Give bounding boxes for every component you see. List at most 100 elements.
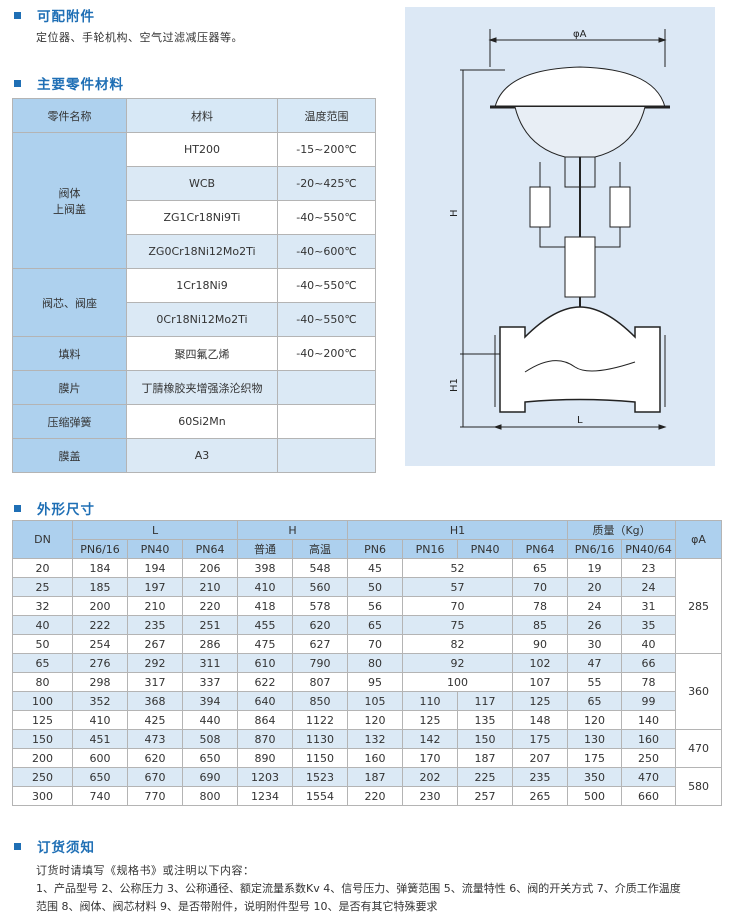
L-cell: 267: [127, 634, 183, 654]
part-name-cell: 阀体 上阀盖: [12, 132, 127, 269]
L-cell: 473: [127, 729, 183, 749]
L-cell: 600: [72, 748, 128, 768]
section-ordering: 订货须知: [14, 836, 95, 856]
section-accessories: 可配附件: [14, 5, 95, 25]
H1-cell: 170: [402, 748, 459, 768]
table-row: 填料 聚四氟乙烯 -40~200℃: [12, 336, 376, 371]
mass-cell: 30: [567, 634, 623, 654]
table-row: 65 276 292 311 610 790 80 92 102 47 66 360: [12, 653, 723, 730]
L-cell: 200: [72, 596, 128, 616]
phiA-cell: 285: [675, 558, 723, 654]
L-cell: 311: [181, 653, 239, 673]
ordering-line-3: 范围 8、阀体、阀芯材料 9、是否带附件，说明附件型号 10、是否有其它特殊要求: [36, 900, 438, 913]
table-row: 膜盖 A3: [12, 438, 376, 473]
mass-cell: 160: [621, 729, 677, 749]
dn-cell: 40: [12, 615, 73, 635]
H1-cell: 45: [347, 558, 404, 578]
phiA-cell: 580: [675, 767, 723, 806]
H1-cell: 110: [402, 691, 459, 711]
H-cell: 1523: [292, 767, 349, 787]
subheader-cell: PN64: [181, 539, 239, 559]
dn-cell: 32: [12, 596, 73, 616]
dn-cell: 150: [12, 729, 73, 749]
H-cell: 560: [292, 577, 349, 597]
L-cell: 210: [127, 596, 183, 616]
L-cell: 425: [127, 710, 183, 730]
mass-cell: 140: [621, 710, 677, 730]
L-cell: 368: [127, 691, 183, 711]
H-cell: 1234: [237, 786, 294, 806]
temperature-cell: -40~200℃: [277, 336, 376, 371]
header-mass: 质量（Kg）: [567, 520, 677, 540]
table-row: 100 352 368 394 640 850 105 110 117 125 65 99: [12, 691, 722, 711]
H-cell: 455: [237, 615, 294, 635]
part-name-cell: 阀芯、阀座: [12, 268, 127, 337]
mass-cell: 500: [567, 786, 623, 806]
header-phiA: φA: [675, 520, 723, 559]
H1-cell: 265: [512, 786, 569, 806]
bullet-icon: [14, 79, 21, 87]
section-dimensions: 外形尺寸: [14, 498, 95, 518]
H1-cell: 202: [402, 767, 459, 787]
H1-cell: 125: [512, 691, 569, 711]
dn-cell: 250: [12, 767, 73, 787]
H-cell: 1130: [292, 729, 349, 749]
mass-cell: 31: [621, 596, 677, 616]
L-cell: 650: [181, 748, 239, 768]
table-row: 膜片 丁腈橡胶夹增强涤沦织物: [12, 370, 376, 405]
H1-cell: 105: [347, 691, 404, 711]
material-cell: ZG1Cr18Ni9Ti: [126, 200, 278, 235]
header-H1: H1: [347, 520, 569, 540]
temperature-cell: [277, 404, 376, 439]
header-L: L: [71, 520, 239, 540]
temperature-cell: [277, 370, 376, 405]
header-cell: 零件名称: [12, 98, 127, 133]
L-cell: 508: [181, 729, 239, 749]
subheader-cell: 高温: [292, 539, 349, 559]
L-cell: 292: [127, 653, 183, 673]
phiA-cell: 470: [675, 729, 723, 768]
material-cell: ZG0Cr18Ni12Mo2Ti: [126, 234, 278, 269]
svg-text:H1: H1: [449, 378, 460, 392]
table-row: ZG0Cr18Ni12Mo2Ti -40~600℃: [13, 234, 376, 269]
mass-cell: 40: [621, 634, 677, 654]
svg-text:H: H: [449, 209, 460, 217]
material-cell: 0Cr18Ni12Mo2Ti: [126, 302, 278, 337]
L-cell: 276: [72, 653, 128, 673]
L-cell: 251: [181, 615, 239, 635]
H1-cell: 150: [457, 729, 514, 749]
dn-cell: 65: [12, 653, 73, 673]
table-row: WCB -20~425℃: [13, 166, 376, 201]
dn-cell: 50: [12, 634, 73, 654]
phiA-cell: 360: [675, 653, 723, 730]
svg-text:L: L: [577, 415, 583, 426]
valve-diagram: φA H H1 L: [405, 7, 715, 466]
header-cell: 材料: [126, 98, 278, 133]
H-cell: 807: [292, 672, 349, 692]
mass-cell: 23: [621, 558, 677, 578]
header-cell: 温度范围: [277, 98, 376, 133]
H1-cell: 70: [512, 577, 569, 597]
subheader-cell: PN64: [512, 539, 569, 559]
L-cell: 184: [72, 558, 128, 578]
L-cell: 770: [127, 786, 183, 806]
H1-cell: 225: [457, 767, 514, 787]
mass-cell: 130: [567, 729, 623, 749]
H-cell: 850: [292, 691, 349, 711]
ordering-line-2: 1、产品型号 2、公称压力 3、公称通径、额定流量系数Kv 4、信号压力、弹簧范…: [36, 882, 681, 895]
L-cell: 197: [127, 577, 183, 597]
subheader-cell: PN6/16: [567, 539, 623, 559]
temperature-cell: -40~550℃: [277, 268, 376, 303]
H1-cell: 102: [512, 653, 569, 673]
H-cell: 1150: [292, 748, 349, 768]
L-cell: 206: [181, 558, 239, 578]
L-cell: 670: [127, 767, 183, 787]
dimensions-table: DN L H H1 质量（Kg） φA PN6/16 PN40 PN64 普通 高温 PN6 PN16 P…: [12, 520, 723, 806]
dn-cell: 80: [12, 672, 73, 692]
material-cell: 60Si2Mn: [126, 404, 278, 439]
H1-cell: 187: [347, 767, 404, 787]
table-row: 50 254 267 286 475 627 70 82 90 30 40: [12, 634, 722, 654]
L-cell: 235: [127, 615, 183, 635]
L-cell: 222: [72, 615, 128, 635]
L-cell: 650: [72, 767, 128, 787]
